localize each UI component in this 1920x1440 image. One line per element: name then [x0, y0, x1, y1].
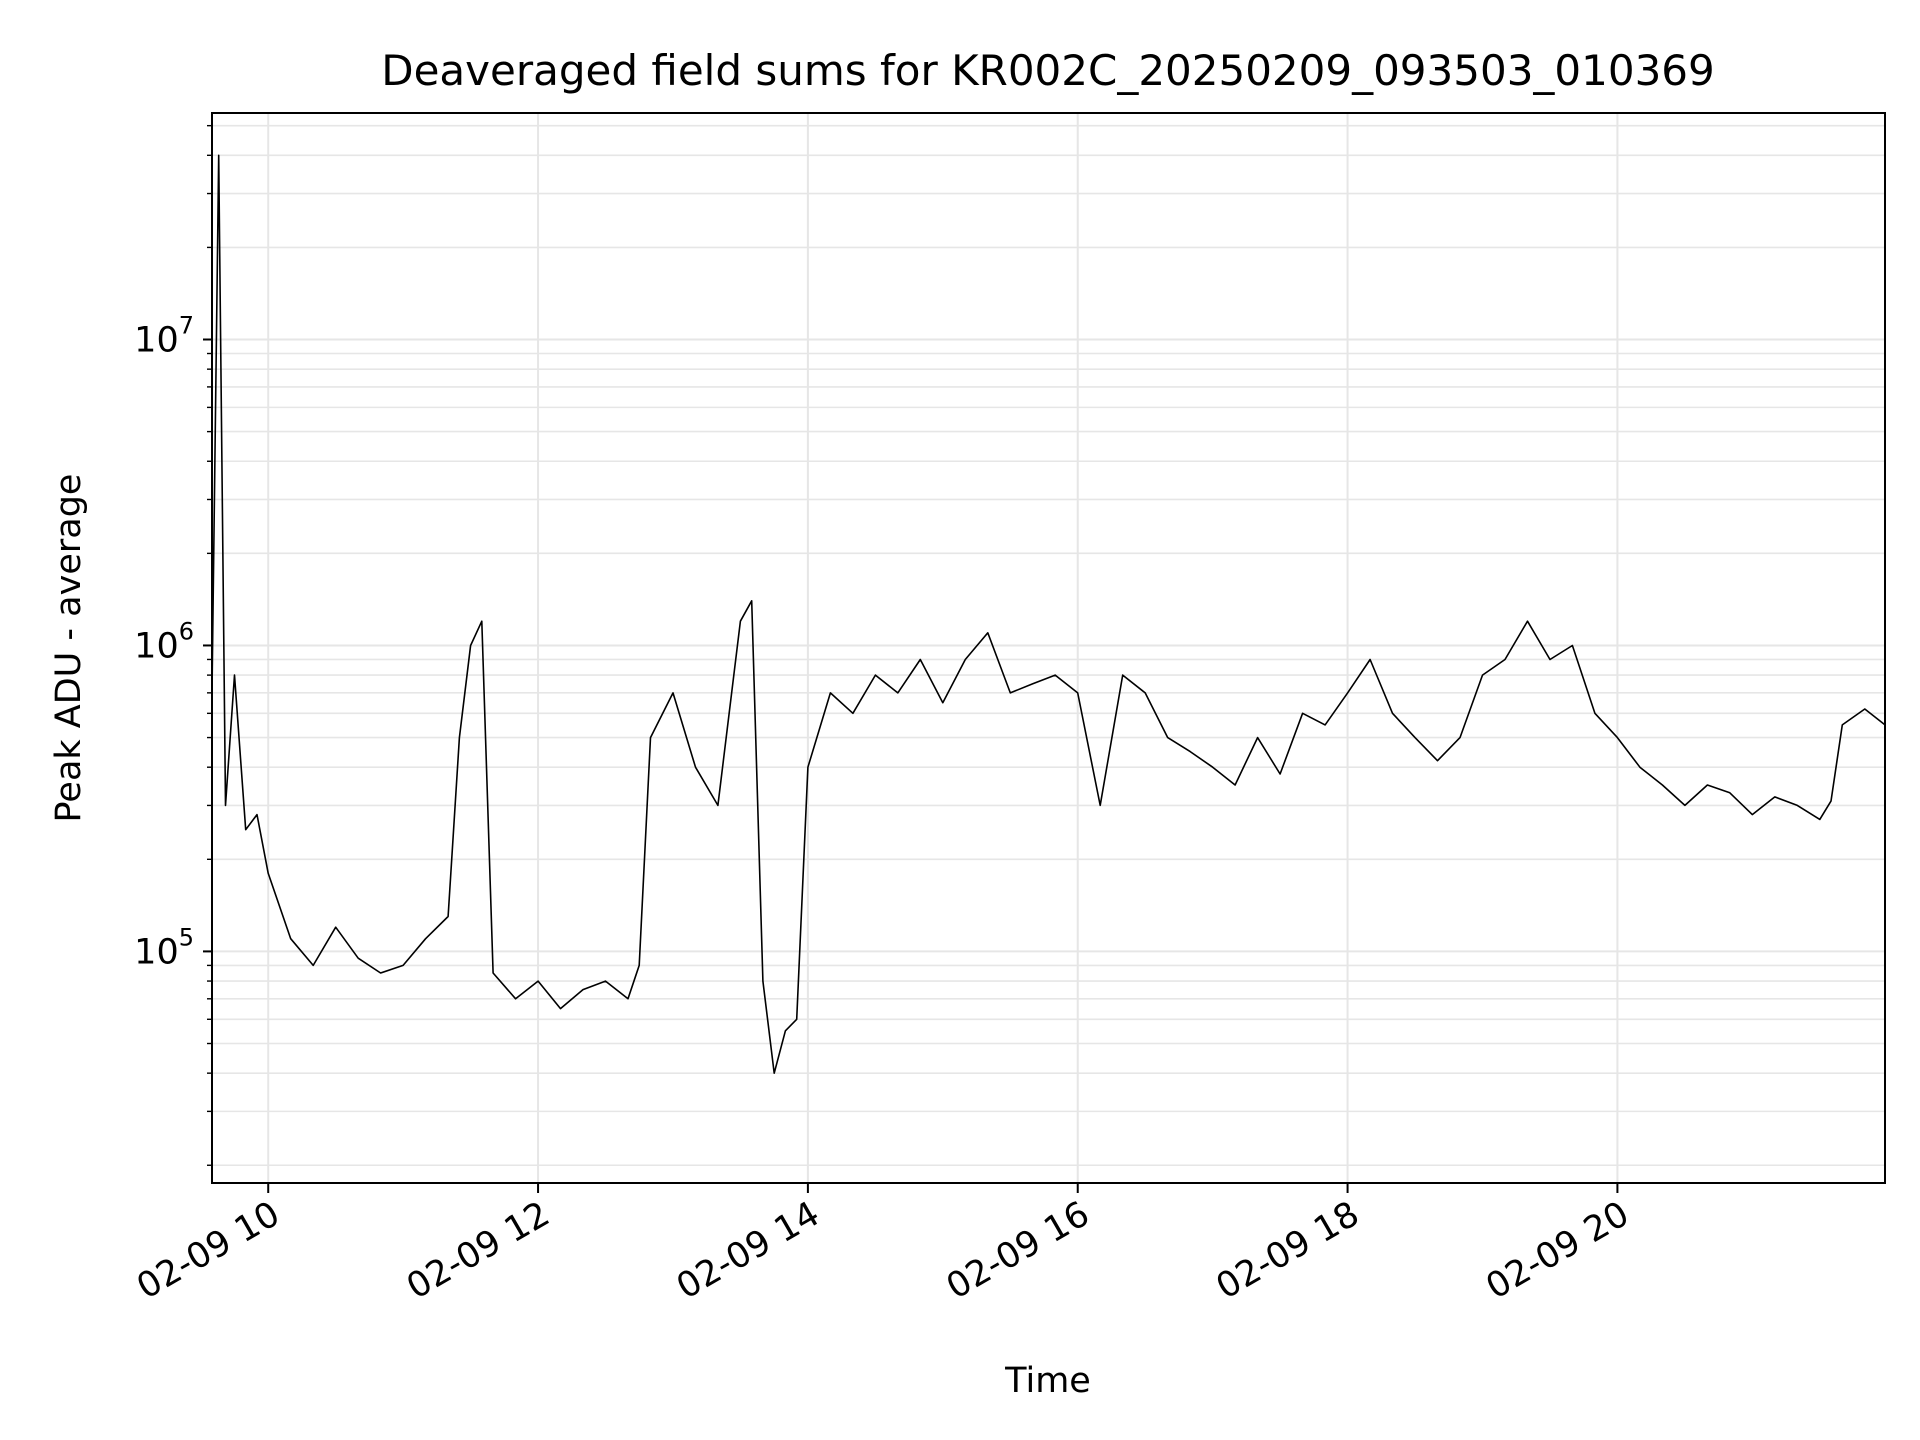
y-axis-label: Peak ADU - average	[49, 474, 89, 823]
plot-area	[211, 154, 1886, 1074]
x-axis-label: Time	[1004, 1361, 1091, 1401]
y-tick-label: 107	[134, 312, 194, 361]
chart-title: Deaveraged field sums for KR002C_2025020…	[381, 46, 1715, 95]
grid	[212, 113, 1885, 1183]
axes-frame	[211, 112, 1886, 1184]
y-tick-label: 105	[134, 923, 194, 972]
series-line	[211, 154, 1886, 1074]
y-tick-label: 106	[134, 617, 194, 666]
